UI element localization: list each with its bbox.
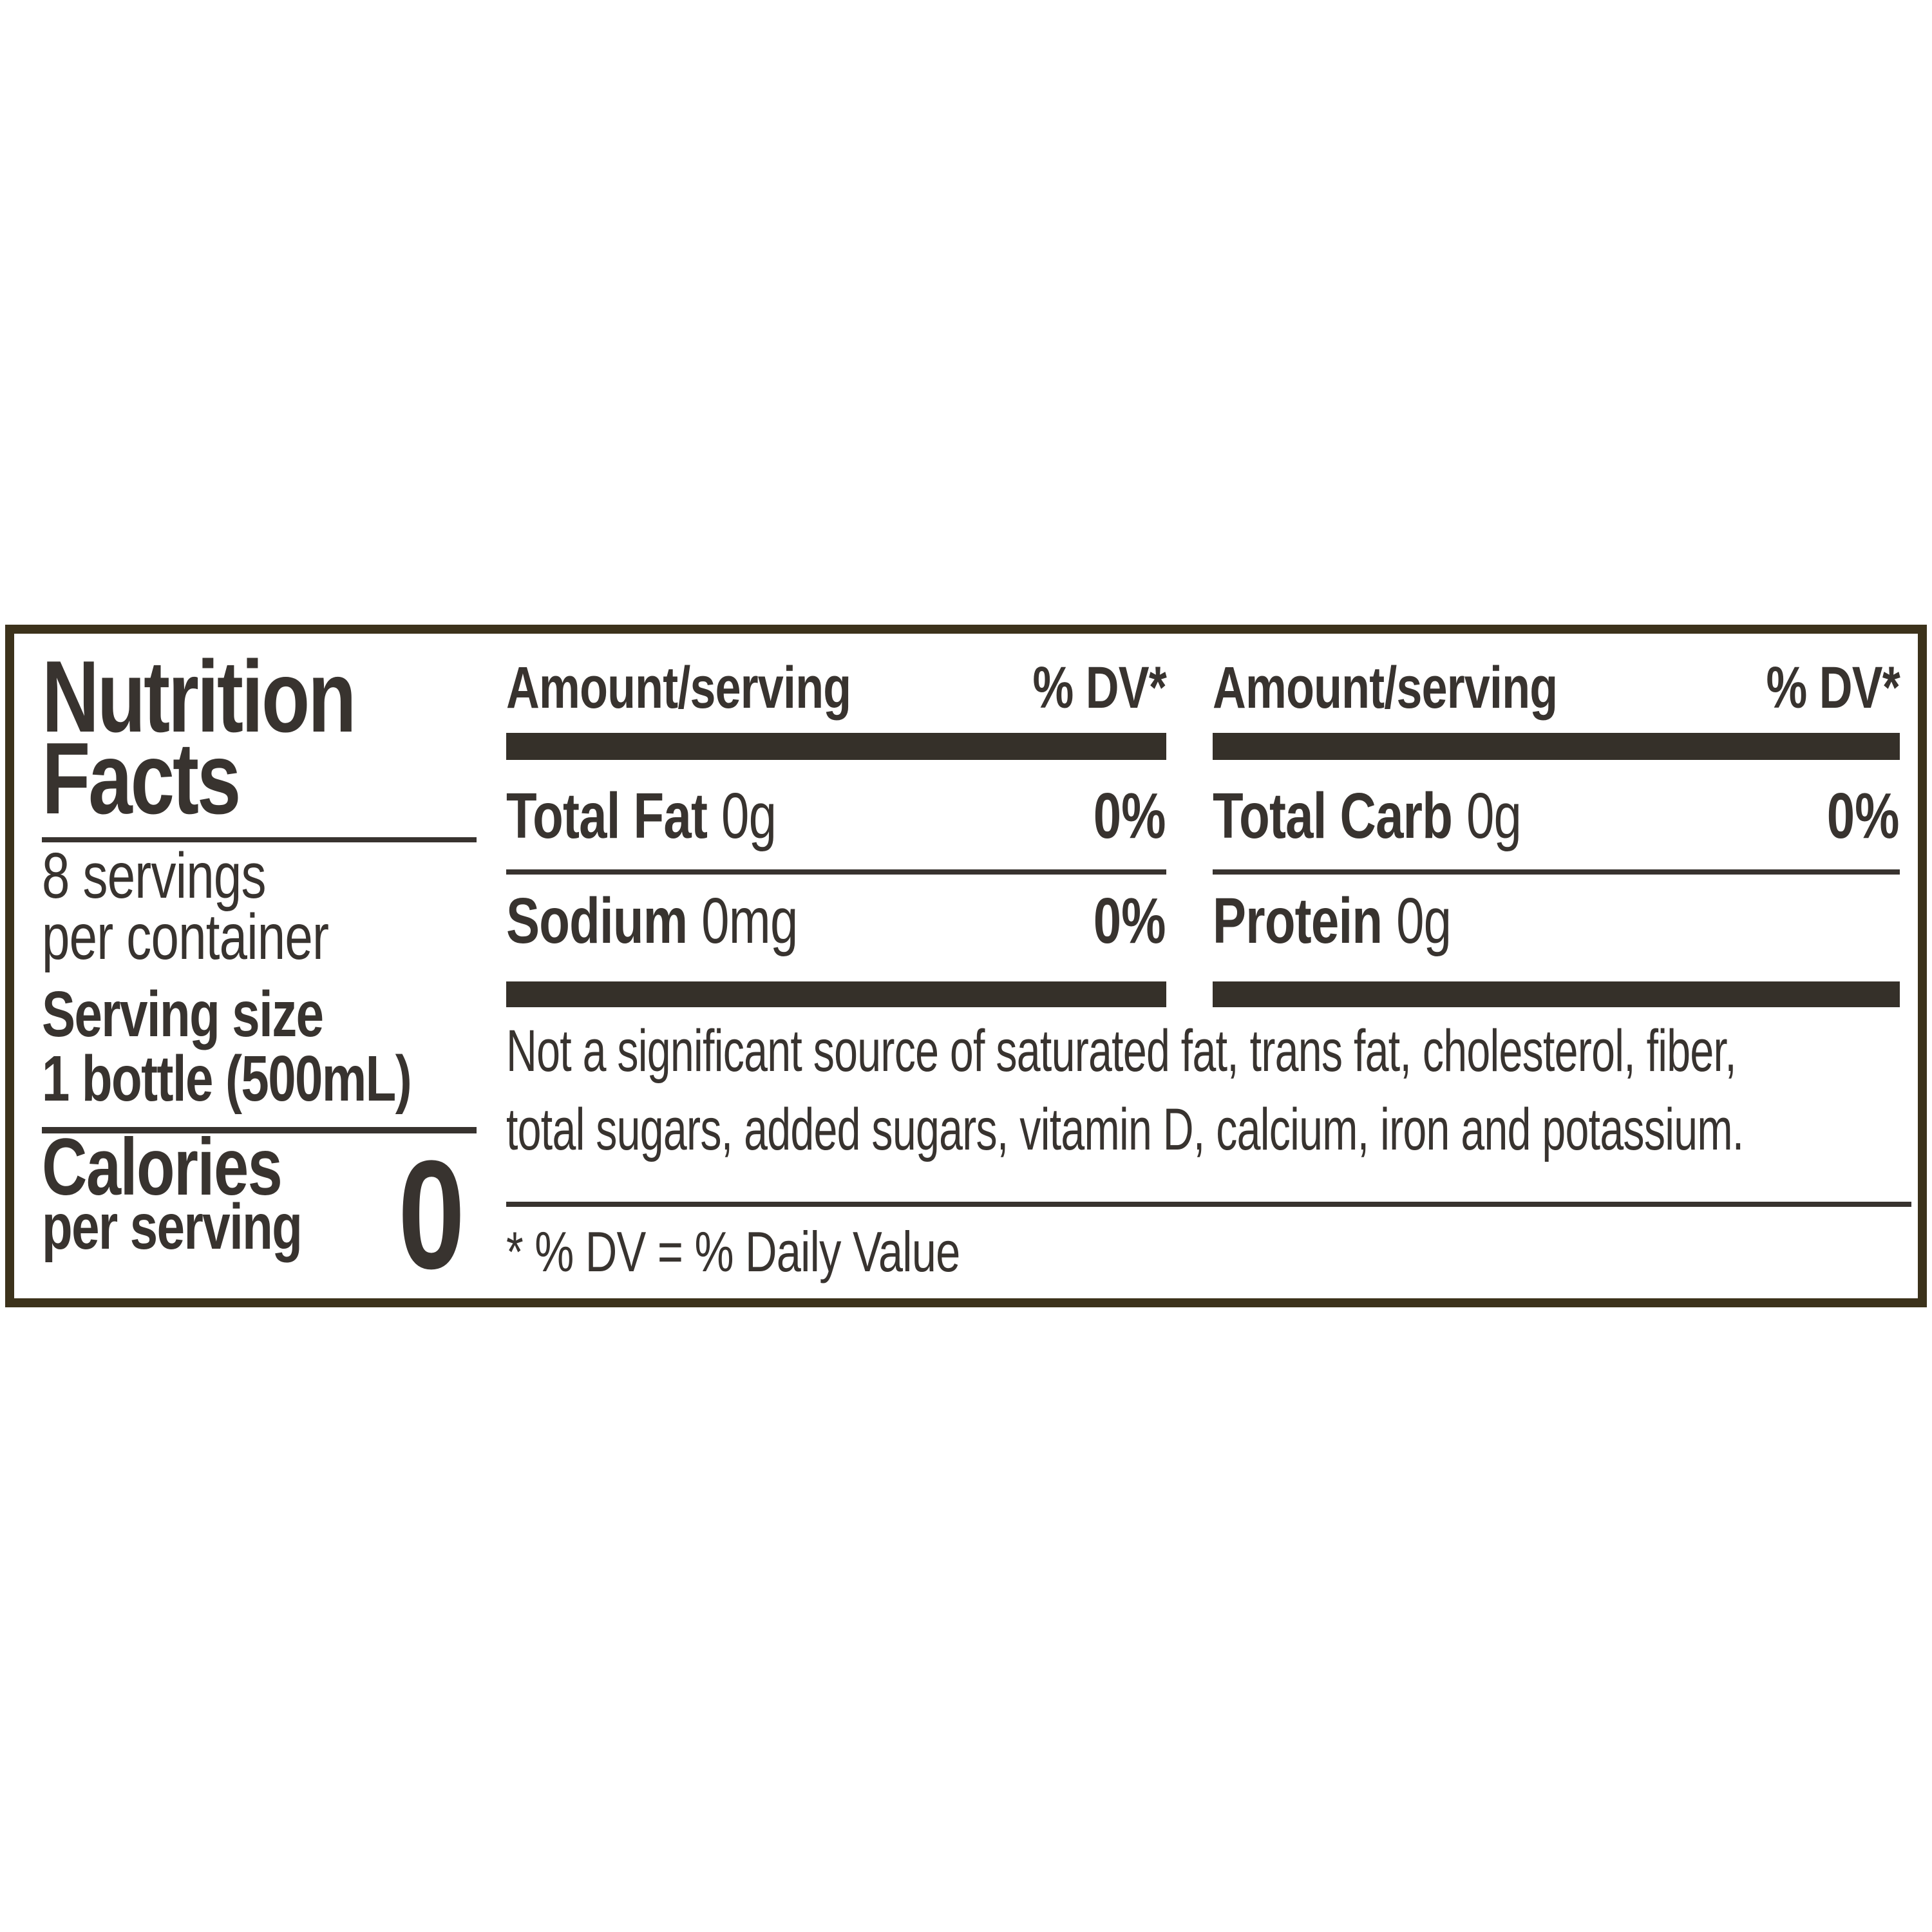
divider xyxy=(1213,869,1900,875)
calories-sub-label: per serving xyxy=(42,1191,303,1263)
nutrient-dv: 0% xyxy=(1094,885,1166,957)
amount-per-serving-header: Amount/serving xyxy=(1213,655,1558,721)
panel-title-line2: Facts xyxy=(42,722,241,835)
divider xyxy=(42,837,477,842)
panel-title-line1: Nutrition xyxy=(42,640,356,753)
servings-per-container-line1: 8 servings xyxy=(42,840,266,912)
nutrient-dv: 0% xyxy=(1094,780,1166,852)
thick-bar xyxy=(1213,733,1900,760)
nutrient-row-total-carb: Total Carb 0g 0% xyxy=(1213,779,1900,853)
thick-bar xyxy=(506,981,1166,1007)
divider xyxy=(506,869,1166,875)
nutrient-column-left: Amount/serving % DV* Total Fat 0g 0% Sodi… xyxy=(506,634,1167,1298)
nutrient-row-protein: Protein 0g xyxy=(1213,884,1900,958)
divider xyxy=(42,1127,477,1133)
nutrient-row-total-fat: Total Fat 0g 0% xyxy=(506,779,1166,853)
nutrient-name: Sodium xyxy=(506,885,688,957)
nutrient-amount: 0mg xyxy=(701,885,798,957)
servings-per-container-line2: per container xyxy=(42,901,329,973)
daily-value-note: * % DV = % Daily Value xyxy=(506,1220,960,1283)
nutrition-facts-panel: Nutrition Facts 8 servings per container… xyxy=(5,625,1927,1307)
serving-size-label: Serving size xyxy=(42,978,324,1050)
calories-label: Calories xyxy=(42,1122,283,1212)
nutrient-column-right: Amount/serving % DV* Total Carb 0g 0% Pro… xyxy=(1213,634,1900,1298)
nutrient-amount: 0g xyxy=(1466,780,1522,852)
divider xyxy=(506,1202,1911,1207)
nutrient-name: Total Carb xyxy=(1213,780,1453,852)
thick-bar xyxy=(506,733,1166,760)
nutrient-name: Protein xyxy=(1213,885,1383,957)
nutrient-amount: 0g xyxy=(721,780,777,852)
nutrient-row-sodium: Sodium 0mg 0% xyxy=(506,884,1166,958)
amount-per-serving-header: Amount/serving xyxy=(506,655,851,721)
percent-dv-header: % DV* xyxy=(1032,655,1167,721)
serving-size-value: 1 bottle (500mL) xyxy=(42,1043,412,1115)
nutrient-dv: 0% xyxy=(1827,780,1900,852)
nutrient-name: Total Fat xyxy=(506,780,708,852)
thick-bar xyxy=(1213,981,1900,1007)
nutrient-amount: 0g xyxy=(1396,885,1452,957)
calories-value: 0 xyxy=(398,1128,466,1301)
footnote-line1: Not a significant source of saturated fa… xyxy=(506,1018,1737,1084)
footnote-line2: total sugars, added sugars, vitamin D, c… xyxy=(506,1097,1744,1162)
percent-dv-header: % DV* xyxy=(1766,655,1900,721)
